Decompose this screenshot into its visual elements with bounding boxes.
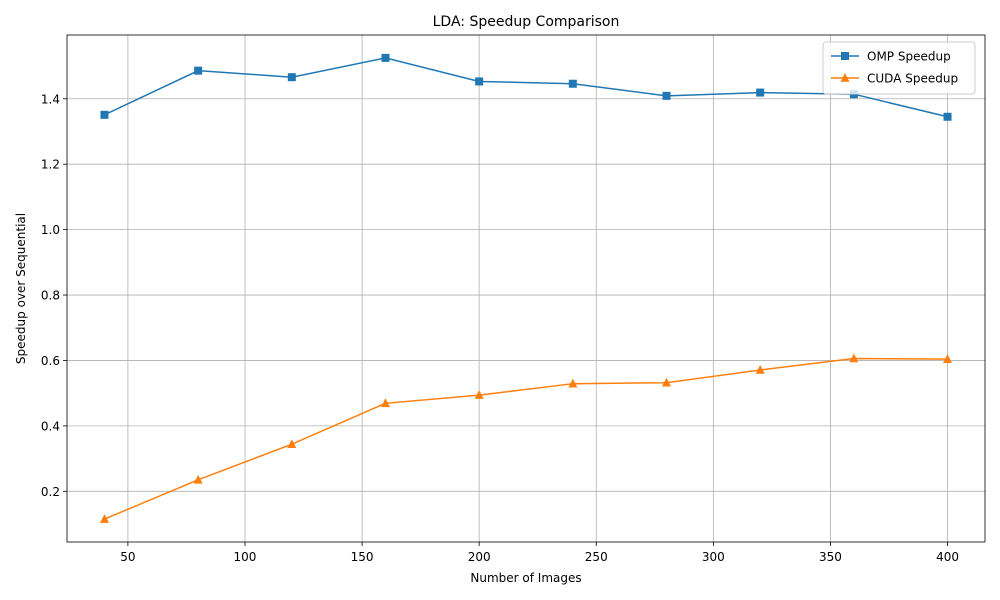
series-line — [104, 57, 948, 118]
x-tick-label: 200 — [468, 550, 491, 564]
x-tick-label: 400 — [936, 550, 959, 564]
legend-box — [822, 41, 976, 95]
y-tick-label: 1.0 — [41, 223, 60, 237]
x-tick-label: 50 — [120, 550, 135, 564]
legend-marker — [841, 52, 849, 60]
data-point — [194, 66, 203, 75]
series-cuda — [99, 353, 953, 523]
data-point — [99, 514, 109, 523]
data-point — [287, 439, 297, 448]
legend-marker — [840, 73, 850, 82]
x-tick-label: 350 — [819, 550, 842, 564]
data-point — [662, 91, 671, 100]
series-layer — [99, 53, 953, 523]
data-point — [381, 53, 390, 62]
data-point — [475, 77, 484, 86]
y-tick-label: 0.2 — [41, 485, 60, 499]
data-point — [662, 377, 672, 387]
x-tick-label: 300 — [702, 550, 725, 564]
data-point — [755, 364, 765, 374]
ticks: 50 100 150 200 250 300 350 400 0.2 0.4 0.6 0.8 1.0 1.… — [41, 92, 959, 564]
data-point — [568, 378, 578, 388]
data-point — [474, 390, 484, 399]
data-point — [380, 398, 390, 408]
data-point — [756, 88, 765, 97]
plot-frame — [66, 34, 986, 543]
data-point — [193, 474, 203, 484]
series-line — [104, 357, 948, 520]
grid — [67, 35, 985, 542]
data-point — [849, 353, 859, 363]
y-axis-label: Speedup over Sequential — [14, 213, 28, 364]
y-tick-label: 1.4 — [41, 92, 60, 106]
legend-entry: CUDA Speedup — [831, 72, 958, 86]
y-tick-label: 1.2 — [41, 158, 60, 172]
data-point — [943, 354, 953, 363]
data-point — [100, 110, 109, 119]
legend-entry: OMP Speedup — [831, 50, 951, 64]
data-point — [943, 112, 952, 121]
legend-label: CUDA Speedup — [867, 72, 958, 86]
x-tick-label: 100 — [234, 550, 257, 564]
data-point — [287, 73, 296, 82]
legend-label: OMP Speedup — [867, 50, 951, 64]
legend: OMP Speedup CUDA Speedup — [822, 41, 976, 95]
y-tick-label: 0.6 — [41, 354, 60, 368]
chart-title: LDA: Speedup Comparison — [433, 14, 620, 30]
x-axis-label: Number of Images — [470, 571, 581, 585]
y-tick-label: 0.4 — [41, 419, 60, 433]
x-tick-label: 150 — [351, 550, 374, 564]
x-tick-label: 250 — [585, 550, 608, 564]
y-tick-label: 0.8 — [41, 289, 60, 303]
data-point — [568, 79, 577, 88]
